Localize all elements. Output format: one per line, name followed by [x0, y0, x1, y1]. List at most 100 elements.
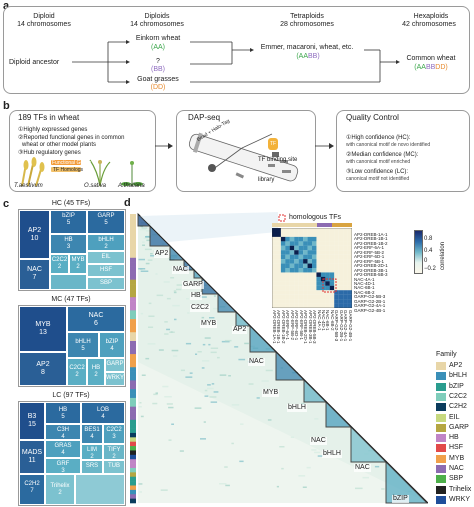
- inset-cell: [320, 245, 326, 251]
- inset-cell: [320, 281, 326, 286]
- heatmap-speckle: [201, 367, 205, 369]
- inset-cell: [289, 241, 295, 246]
- heatmap-speckle: [211, 383, 215, 385]
- heatmap-speckle: [185, 376, 193, 378]
- inset-cell: [325, 228, 330, 233]
- heatmap-speckle: [138, 406, 142, 408]
- inset-cell: [280, 241, 286, 246]
- inset-cell: [285, 259, 290, 264]
- heatmap-speckle: [201, 316, 205, 319]
- inset-cell: [294, 250, 299, 255]
- inset-cell: [285, 250, 290, 255]
- diploids-chrom: 14 chromosomes: [130, 21, 184, 28]
- heatmap-speckle: [150, 255, 155, 257]
- inset-cell: [343, 263, 348, 269]
- row-family-cell: [130, 336, 136, 342]
- heatmap-speckle: [148, 302, 152, 305]
- inset-cell: [307, 263, 313, 269]
- inset-cell: [303, 294, 308, 300]
- inset-cell: [298, 294, 304, 300]
- diploid-ancestor: Diploid ancestor: [9, 59, 60, 66]
- legend-label: Trihelix: [449, 485, 472, 493]
- heatmap-speckle: [145, 236, 150, 238]
- inset-cell: [303, 285, 308, 291]
- inset-heatmap: [272, 228, 352, 308]
- inset-cell: [280, 250, 286, 255]
- lc-grf: GRF 3: [45, 458, 81, 474]
- heatmap-speckle: [248, 383, 254, 385]
- inset-cell: [276, 259, 281, 264]
- emmer-genome: (AABB): [296, 53, 320, 60]
- hc-rest: [50, 274, 87, 290]
- lc-lob: LOB 4: [81, 402, 125, 424]
- heatmap-speckle: [213, 307, 218, 310]
- row-family-cell: [130, 279, 136, 285]
- inset-cell: [276, 272, 281, 277]
- heatmap-speckle: [187, 312, 190, 314]
- inset-col-label: GARP-G2-4B-1: [347, 310, 353, 342]
- inset-cell: [316, 294, 321, 300]
- row-family-cell: [130, 472, 136, 478]
- inset-cell: [343, 272, 348, 277]
- inset-cell: [276, 263, 281, 269]
- inset-cell: [343, 254, 348, 260]
- heatmap-speckle: [140, 228, 147, 231]
- rice-plant-icon: [89, 159, 111, 187]
- inset-cell: [334, 254, 339, 260]
- inset-row-label: GARP-G2-5B-3: [354, 294, 386, 300]
- heatmap-speckle: [170, 277, 175, 279]
- inset-cell: [307, 299, 313, 304]
- correlation-heatmap: [130, 212, 428, 504]
- legend-item: Trihelix: [436, 485, 474, 495]
- inset-cell: [325, 254, 330, 260]
- inset-row-label: NAC-6B-1: [354, 285, 375, 291]
- legend-item: AP2: [436, 361, 474, 371]
- heatmap-speckle: [202, 343, 206, 346]
- mc-c2c2: C2C2 2: [67, 358, 87, 386]
- inset-cell: [343, 250, 348, 255]
- inset-cell: [343, 259, 348, 264]
- row-family-cell: [130, 349, 136, 355]
- inset-cell: [272, 303, 277, 308]
- inset-cell: [343, 236, 348, 242]
- inset-cell: [316, 232, 321, 237]
- inset-cell: [307, 254, 313, 260]
- row-family-cell: [130, 481, 136, 486]
- inset-cell: [312, 272, 317, 277]
- lc-mads: MADS 11: [19, 440, 45, 474]
- plant-icons: [21, 157, 143, 187]
- heatmap-speckle: [374, 465, 380, 468]
- heatmap-speckle: [247, 360, 254, 363]
- heatmap-speckle: [153, 250, 161, 252]
- lc-title: LC (97 TFs): [52, 392, 90, 399]
- diploid-title: Diploid: [33, 13, 55, 20]
- inset-cell: [303, 299, 308, 304]
- qc-title: Quality Control: [346, 113, 399, 122]
- heatmap-speckle: [199, 296, 207, 298]
- row-family-cell: [130, 389, 136, 394]
- unknown-label: ?: [156, 58, 160, 65]
- heatmap-speckle: [194, 407, 202, 409]
- inset-cell: [276, 285, 281, 291]
- row-family-cell: [130, 362, 136, 368]
- heatmap-speckle: [238, 358, 246, 361]
- heatmap-speckle: [166, 297, 171, 300]
- heatmap-speckle: [141, 227, 148, 229]
- row-family-cell: [130, 441, 136, 447]
- inset-cell: [272, 232, 277, 237]
- inset-cell: [347, 254, 352, 260]
- inset-row-label: GARP-G2-4B-1: [354, 307, 386, 313]
- inset-cell: [285, 299, 290, 304]
- species-3: A.thaliana: [118, 183, 145, 189]
- heatmap-speckle: [163, 281, 170, 283]
- inset-cell: [338, 272, 344, 277]
- inset-cell: [325, 245, 330, 251]
- heatmap-speckle: [160, 489, 168, 491]
- qc-mc: ②Median confidence (MC):: [346, 152, 419, 158]
- inset-cell: [343, 245, 348, 251]
- inset-cell: [294, 281, 299, 286]
- inset-cell: [325, 299, 330, 304]
- inset-cell: [316, 236, 321, 242]
- inset-cell: [338, 281, 344, 286]
- criteria-2b: wheat or other model plants: [22, 142, 97, 148]
